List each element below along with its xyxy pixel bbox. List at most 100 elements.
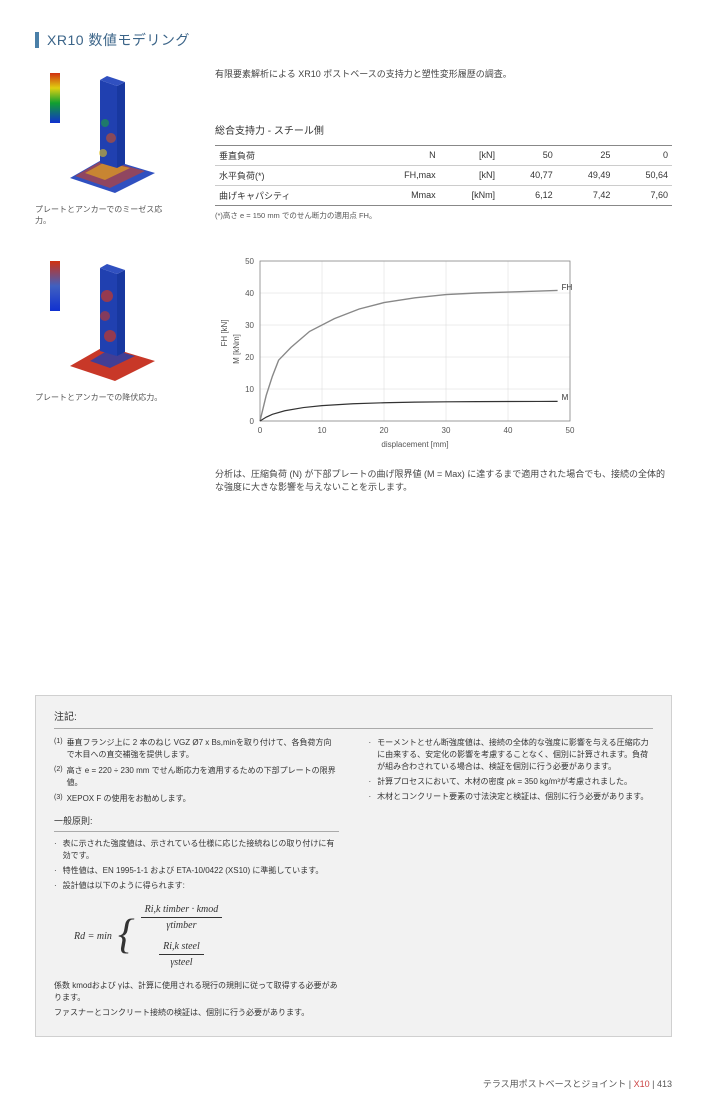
row-unit: [kN] bbox=[440, 165, 499, 185]
row-val: 7,60 bbox=[614, 185, 672, 205]
svg-text:M [kNm]: M [kNm] bbox=[232, 334, 241, 364]
row-unit: [kNm] bbox=[440, 185, 499, 205]
design-formula: Rd = min { Ri,k timber · kmod γtimber Ri… bbox=[74, 902, 339, 970]
svg-text:50: 50 bbox=[566, 426, 575, 435]
general-principles-heading: 一般原則: bbox=[54, 815, 339, 833]
capacity-table-note: (*)高さ e = 150 mm でのせん断力の適用点 FH。 bbox=[215, 210, 672, 221]
footer-code: X10 bbox=[634, 1079, 650, 1089]
formula-top-den: γtimber bbox=[162, 918, 200, 933]
bullet-text: 表に示された強度値は、示されている仕様に応じた接続ねじの取り付けに有効です。 bbox=[63, 838, 339, 862]
bullet-item: · 木材とコンクリート要素の寸法決定と検証は、個別に行う必要があります。 bbox=[369, 791, 654, 803]
notes-heading: 注記: bbox=[54, 710, 653, 729]
svg-text:M: M bbox=[562, 393, 569, 402]
bullet-icon: · bbox=[54, 865, 57, 877]
bullet-icon: · bbox=[369, 776, 372, 788]
table-row: 水平負荷(*)FH,max[kN]40,7749,4950,64 bbox=[215, 165, 672, 185]
svg-text:40: 40 bbox=[504, 426, 513, 435]
after-formula-item: ファスナーとコンクリート接続の検証は、個別に行う必要があります。 bbox=[54, 1007, 339, 1019]
svg-text:10: 10 bbox=[245, 385, 254, 394]
bullet-icon: · bbox=[54, 838, 57, 862]
main-column: 有限要素解析による XR10 ポストベースの支持力と塑性変形履歴の調査。 総合支… bbox=[215, 68, 672, 495]
bullet-item: · 特性値は、EN 1995-1-1 および ETA-10/0422 (XS10)… bbox=[54, 865, 339, 877]
bullet-item: ·表に示された強度値は、示されている仕様に応じた接続ねじの取り付けに有効です。 bbox=[54, 838, 339, 862]
figure-2-caption: プレートとアンカーでの降伏応力。 bbox=[35, 392, 175, 403]
note-item: (1) 垂直フランジ上に 2 本のねじ VGZ Ø7 x Bs,minを取り付けて… bbox=[54, 737, 339, 761]
row-label: 垂直負荷 bbox=[215, 145, 365, 165]
bullet-text: 特性値は、EN 1995-1-1 および ETA-10/0422 (XS10) … bbox=[63, 865, 324, 877]
capacity-table: 垂直負荷N[kN]50250水平負荷(*)FH,max[kN]40,7749,4… bbox=[215, 145, 672, 206]
formula-brace: { bbox=[118, 921, 135, 950]
footer-text: テラス用ポストベースとジョイント bbox=[483, 1079, 626, 1089]
note-superscript: (2) bbox=[54, 765, 63, 789]
svg-text:FH: FH bbox=[562, 282, 573, 291]
content-columns: プレートとアンカーでのミーゼス応力。 bbox=[35, 68, 672, 495]
note-text: ファスナーとコンクリート接続の検証は、個別に行う必要があります。 bbox=[54, 1007, 309, 1019]
footer-page: 413 bbox=[657, 1079, 672, 1089]
figure-1-caption: プレートとアンカーでのミーゼス応力。 bbox=[35, 204, 175, 226]
section-header: XR10 数値モデリング bbox=[35, 30, 672, 50]
table-row: 曲げキャパシティMmax[kNm]6,127,427,60 bbox=[215, 185, 672, 205]
bullet-icon: · bbox=[369, 791, 372, 803]
svg-text:20: 20 bbox=[245, 353, 254, 362]
after-formula-item: 係数 kmodおよび γは、計算に使用される現行の規則に従って取得する必要があり… bbox=[54, 980, 339, 1004]
section-title-text: XR10 数値モデリング bbox=[47, 30, 190, 50]
displacement-chart: 0102030405001020304050FHMdisplacement [m… bbox=[215, 251, 595, 451]
fea-image-mises bbox=[45, 68, 165, 198]
row-val: 50,64 bbox=[614, 165, 672, 185]
svg-text:FH [kN]: FH [kN] bbox=[220, 319, 229, 346]
intro-paragraph: 有限要素解析による XR10 ポストベースの支持力と塑性変形履歴の調査。 bbox=[215, 68, 672, 82]
analysis-paragraph: 分析は、圧縮負荷 (N) が下部プレートの曲げ限界値 (M = Max) に達す… bbox=[215, 468, 672, 495]
row-val: 6,12 bbox=[499, 185, 557, 205]
notes-box: 注記: (1) 垂直フランジ上に 2 本のねじ VGZ Ø7 x Bs,minを取… bbox=[35, 695, 672, 1038]
page-footer: テラス用ポストベースとジョイント | X10 | 413 bbox=[35, 1077, 672, 1090]
row-label: 曲げキャパシティ bbox=[215, 185, 365, 205]
note-item: (3) XEPOX F の使用をお勧めします。 bbox=[54, 793, 339, 805]
svg-text:0: 0 bbox=[250, 417, 255, 426]
row-val: 50 bbox=[499, 145, 557, 165]
formula-bot-num: Ri,k steel bbox=[159, 939, 204, 955]
row-symbol: N bbox=[365, 145, 440, 165]
bullet-text: 計算プロセスにおいて、木材の密度 ρk = 350 kg/m³が考慮されました。 bbox=[377, 776, 632, 788]
bullet-text: 木材とコンクリート要素の寸法決定と検証は、個別に行う必要があります。 bbox=[377, 791, 648, 803]
figure-2: プレートとアンカーでの降伏応力。 bbox=[35, 256, 175, 403]
row-unit: [kN] bbox=[440, 145, 499, 165]
bullet-text: 設計値は以下のように得られます: bbox=[63, 880, 185, 892]
row-val: 49,49 bbox=[557, 165, 615, 185]
formula-bot-den: γsteel bbox=[166, 955, 196, 970]
row-label: 水平負荷(*) bbox=[215, 165, 365, 185]
title-accent-bar bbox=[35, 32, 39, 48]
bullet-item: · 計算プロセスにおいて、木材の密度 ρk = 350 kg/m³が考慮されました… bbox=[369, 776, 654, 788]
formula-top-num: Ri,k timber · kmod bbox=[141, 902, 223, 918]
note-text: XEPOX F の使用をお勧めします。 bbox=[67, 793, 191, 805]
row-val: 0 bbox=[614, 145, 672, 165]
note-superscript: (3) bbox=[54, 793, 63, 805]
svg-text:30: 30 bbox=[442, 426, 451, 435]
svg-text:30: 30 bbox=[245, 321, 254, 330]
bullet-item: ·モーメントとせん断強度値は、接続の全体的な強度に影響を与える圧縮応力に由来する… bbox=[369, 737, 654, 773]
note-superscript: (1) bbox=[54, 737, 63, 761]
formula-lhs: Rd = min bbox=[74, 929, 112, 944]
note-text: 高さ e = 220 ÷ 230 mm でせん断応力を適用するための下部プレート… bbox=[67, 765, 339, 789]
note-text: 係数 kmodおよび γは、計算に使用される現行の規則に従って取得する必要があり… bbox=[54, 980, 339, 1004]
row-symbol: Mmax bbox=[365, 185, 440, 205]
note-item: (2) 高さ e = 220 ÷ 230 mm でせん断応力を適用するための下部プ… bbox=[54, 765, 339, 789]
figures-column: プレートとアンカーでのミーゼス応力。 bbox=[35, 68, 175, 495]
svg-text:50: 50 bbox=[245, 257, 254, 266]
note-text: 垂直フランジ上に 2 本のねじ VGZ Ø7 x Bs,minを取り付けて、各負… bbox=[67, 737, 339, 761]
bullet-icon: · bbox=[54, 880, 57, 892]
notes-left-column: (1) 垂直フランジ上に 2 本のねじ VGZ Ø7 x Bs,minを取り付けて… bbox=[54, 737, 339, 1023]
svg-text:40: 40 bbox=[245, 289, 254, 298]
row-symbol: FH,max bbox=[365, 165, 440, 185]
bullet-item: · 設計値は以下のように得られます: bbox=[54, 880, 339, 892]
table-row: 垂直負荷N[kN]50250 bbox=[215, 145, 672, 165]
bullet-text: モーメントとせん断強度値は、接続の全体的な強度に影響を与える圧縮応力に由来する、… bbox=[377, 737, 653, 773]
bullet-icon: · bbox=[369, 737, 372, 773]
svg-text:10: 10 bbox=[318, 426, 327, 435]
row-val: 25 bbox=[557, 145, 615, 165]
capacity-table-title: 総合支持力 - スチール側 bbox=[215, 122, 672, 137]
row-val: 7,42 bbox=[557, 185, 615, 205]
fea-image-yield bbox=[45, 256, 165, 386]
chart-container: 0102030405001020304050FHMdisplacement [m… bbox=[215, 251, 672, 454]
svg-text:0: 0 bbox=[258, 426, 263, 435]
notes-right-column: ·モーメントとせん断強度値は、接続の全体的な強度に影響を与える圧縮応力に由来する… bbox=[369, 737, 654, 1023]
